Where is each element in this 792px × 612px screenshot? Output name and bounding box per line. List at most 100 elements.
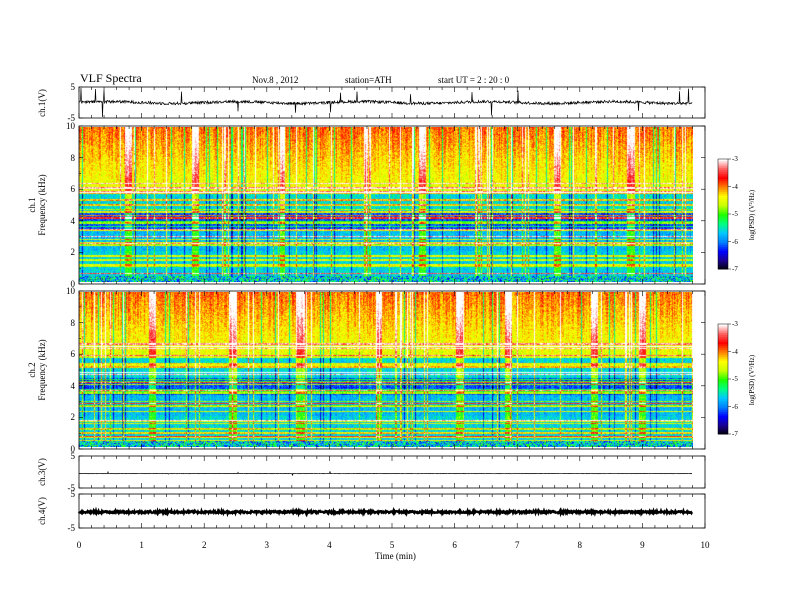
- colorbar-tick-label: -7: [732, 265, 738, 273]
- ch1-spectrogram: [79, 127, 693, 282]
- colorbar-cell: [718, 193, 728, 197]
- y-tick-label-ch4-wave: 5: [70, 489, 76, 499]
- colorbar-cell: [718, 428, 728, 431]
- colorbar-cell: [718, 201, 728, 204]
- colorbar-cell: [718, 210, 728, 213]
- colorbar-cell: [718, 423, 728, 426]
- colorbar-cell: [718, 217, 728, 220]
- colorbar-cell: [718, 159, 728, 162]
- colorbar-cell: [718, 184, 728, 187]
- trace-ch1-wave: [78, 87, 693, 118]
- colorbar-cell: [718, 171, 728, 175]
- colorbar-cell: [718, 258, 728, 261]
- colorbar-tick-label: -5: [732, 210, 738, 218]
- colorbar-cell: [718, 182, 728, 186]
- colorbar-cell: [718, 357, 728, 360]
- colorbar-label-ch1-spec: log(PSD) (V²/Hz): [748, 189, 756, 241]
- colorbar-cell: [718, 384, 728, 387]
- colorbar-cell: [718, 206, 728, 209]
- colorbar-cell: [718, 395, 728, 398]
- y-tick-label-ch2-spec: 0: [70, 444, 76, 454]
- x-tick-label: 3: [264, 540, 270, 550]
- x-tick-label: 7: [514, 540, 520, 550]
- colorbar-cell: [718, 413, 728, 417]
- colorbar-cell: [718, 327, 728, 330]
- colorbar-cell: [718, 336, 728, 340]
- colorbar-cell: [718, 252, 728, 255]
- colorbar-cell: [718, 254, 728, 257]
- colorbar-cell: [718, 324, 728, 327]
- colorbar-cell: [718, 232, 728, 235]
- colorbar-cell: [718, 404, 728, 407]
- colorbar-cell: [718, 432, 728, 435]
- colorbar-cell: [718, 162, 728, 165]
- colorbar-cell: [718, 399, 728, 402]
- colorbar-cell: [718, 335, 728, 338]
- colorbar-cell: [718, 338, 728, 341]
- y-axis-title-ch1-spec: Frequency (kHz): [37, 174, 47, 236]
- colorbar-cell: [718, 406, 728, 409]
- colorbar-cell: [718, 221, 728, 224]
- date-label: Nov.8 , 2012: [252, 75, 299, 85]
- y-tick-label-ch1-wave: 5: [70, 82, 76, 92]
- colorbar-tick-label: -5: [732, 375, 738, 383]
- chart-title: VLF Spectra: [80, 71, 142, 85]
- x-tick-label: 1: [139, 540, 144, 550]
- colorbar-cell: [718, 203, 728, 206]
- y-tick-label-ch1-spec: 6: [70, 184, 76, 195]
- y-tick-label-ch4-wave: -5: [67, 523, 76, 533]
- colorbar-cell: [718, 377, 728, 380]
- colorbar-cell: [718, 331, 728, 334]
- panel-frame-ch2-spec: [78, 290, 706, 450]
- colorbar-cell: [718, 342, 728, 345]
- colorbar-cell: [718, 346, 728, 349]
- colorbar-cell: [718, 256, 728, 259]
- colorbar-cell: [718, 259, 728, 263]
- colorbar-tick-label: -6: [732, 237, 738, 246]
- colorbar-cell: [718, 419, 728, 422]
- trace-ch4-wave: [77, 506, 694, 518]
- colorbar-cell: [718, 325, 728, 329]
- colorbar-cell: [718, 380, 728, 384]
- colorbar-cell: [718, 417, 728, 420]
- x-tick-label: 9: [640, 540, 645, 550]
- colorbar-cell: [718, 353, 728, 356]
- colorbar-cell: [718, 261, 728, 264]
- colorbar-cell: [718, 408, 728, 411]
- y-tick-label-ch3-wave: 5: [70, 451, 76, 461]
- colorbar-cell: [718, 369, 728, 373]
- colorbar-label-ch2-spec: log(PSD) (V²/Hz): [748, 354, 756, 406]
- colorbar-cell: [718, 179, 728, 182]
- colorbar-cell: [718, 173, 728, 176]
- colorbar-cell: [718, 245, 728, 248]
- colorbar-cell: [718, 212, 728, 215]
- x-tick-label: 6: [452, 540, 457, 550]
- colorbar-cell: [718, 360, 728, 363]
- colorbar-cell: [718, 239, 728, 242]
- colorbar-tick-label: -4: [732, 182, 738, 191]
- colorbar-cell: [718, 402, 728, 406]
- y-tick-label-ch2-spec: 8: [70, 317, 76, 328]
- colorbar-cell: [718, 225, 728, 228]
- colorbar-cell: [718, 208, 728, 211]
- colorbar-cell: [718, 226, 728, 230]
- colorbar-cell: [718, 181, 728, 184]
- colorbar-cell: [718, 247, 728, 250]
- colorbar-cell: [718, 236, 728, 239]
- colorbar-cell: [718, 388, 728, 391]
- colorbar-cell: [718, 168, 728, 171]
- colorbar-tick-label: -6: [732, 402, 738, 411]
- y-tick-label-ch1-spec: 4: [70, 215, 76, 226]
- colorbar-cell: [718, 197, 728, 200]
- colorbar-cell: [718, 375, 728, 378]
- colorbar-cell: [718, 366, 728, 369]
- colorbar-cell: [718, 329, 728, 332]
- colorbar-cell: [718, 393, 728, 396]
- colorbar-cell: [718, 421, 728, 424]
- colorbar-cell: [718, 415, 728, 418]
- colorbar-cell: [718, 263, 728, 266]
- colorbar-cell: [718, 386, 728, 389]
- colorbar-tick-label: -3: [732, 155, 738, 163]
